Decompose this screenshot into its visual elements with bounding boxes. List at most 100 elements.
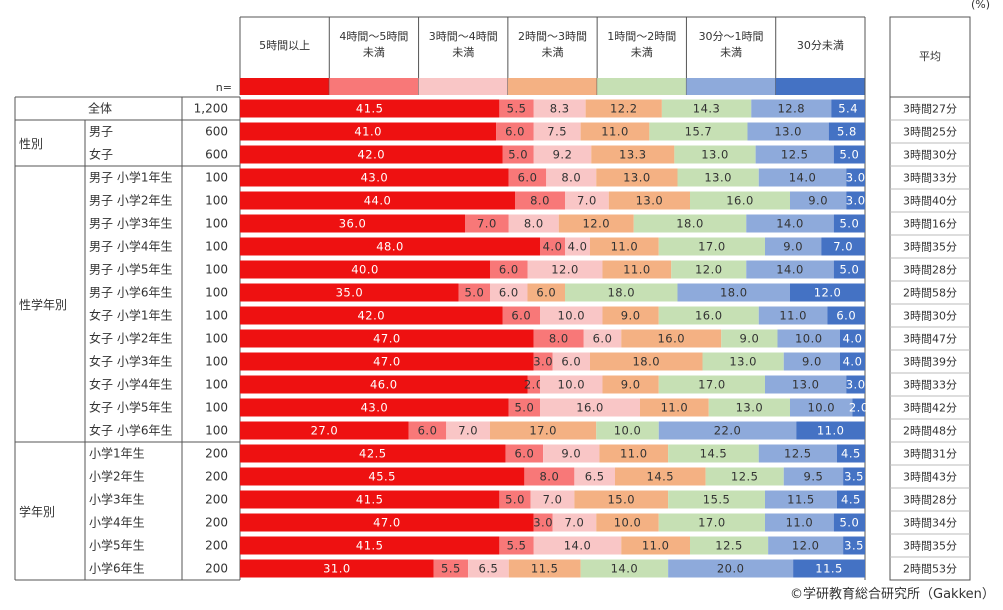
row-average: 3時間30分 — [903, 310, 957, 323]
bar-segment — [490, 421, 597, 440]
data-label: 45.5 — [368, 470, 396, 484]
row-label: 男子 — [89, 125, 113, 139]
data-label: 42.0 — [357, 148, 385, 162]
data-label: 6.0 — [536, 286, 556, 300]
data-label: 9.0 — [802, 355, 822, 369]
data-label: 13.0 — [704, 171, 732, 185]
bar-segment — [677, 283, 790, 302]
data-label: 41.0 — [354, 125, 382, 139]
data-label: 5.0 — [839, 263, 859, 277]
data-label: 20.0 — [717, 562, 745, 576]
row-label: 小学4年生 — [89, 515, 145, 530]
row-average: 3時間33分 — [903, 172, 957, 185]
data-label: 13.0 — [729, 355, 757, 369]
bar-segment — [843, 467, 865, 486]
bar-segment — [836, 490, 865, 509]
row-n: 200 — [205, 470, 228, 484]
legend-swatch — [775, 78, 865, 95]
bar-segment — [751, 99, 832, 118]
bar-segment — [540, 237, 565, 256]
row-n: 100 — [205, 286, 228, 300]
bar-segment — [240, 99, 500, 118]
bar-segment — [240, 283, 459, 302]
data-label: 7.5 — [547, 125, 567, 139]
bar-segment — [621, 536, 690, 555]
bar-segment — [596, 421, 659, 440]
data-label: 8.0 — [524, 217, 544, 231]
data-label: 35.0 — [336, 286, 364, 300]
data-label: 12.2 — [610, 102, 638, 116]
data-label: 7.0 — [458, 424, 478, 438]
bar-segment — [240, 306, 503, 325]
bar-segment — [533, 513, 553, 532]
row-average: 2時間48分 — [903, 425, 957, 438]
row-n: 100 — [205, 194, 228, 208]
legend-label: 5時間以上 — [259, 39, 310, 52]
bar-segment — [580, 122, 650, 141]
row-average: 3時間47分 — [903, 333, 957, 346]
data-label: 9.5 — [804, 470, 824, 484]
row-n: 100 — [205, 401, 228, 415]
legend-swatch — [418, 78, 508, 95]
data-label: 3.5 — [844, 539, 864, 553]
bar-segment — [240, 375, 528, 394]
bar-segment — [552, 352, 590, 371]
row-average: 2時間53分 — [903, 563, 957, 576]
row-average: 3時間30分 — [903, 149, 957, 162]
bar-segment — [690, 536, 769, 555]
bar-segment — [468, 559, 509, 578]
data-label: 2.0 — [849, 401, 869, 415]
row-label: 男子 小学4年生 — [89, 239, 172, 254]
data-label: 27.0 — [311, 424, 339, 438]
bar-segment — [661, 99, 752, 118]
data-label: 4.0 — [543, 240, 563, 254]
row-n: 100 — [205, 332, 228, 346]
bar-segment — [846, 191, 865, 210]
bar-segment — [240, 145, 503, 164]
bar-segment — [558, 214, 634, 233]
data-label: 7.0 — [833, 240, 853, 254]
data-label: 18.0 — [720, 286, 748, 300]
data-label: 6.0 — [518, 171, 538, 185]
row-average: 3時間31分 — [903, 448, 957, 461]
data-label: 14.3 — [693, 102, 721, 116]
data-label: 12.5 — [781, 148, 809, 162]
bar-segment — [502, 145, 534, 164]
bar-segment — [240, 490, 500, 509]
data-label: 11.0 — [623, 263, 651, 277]
bar-segment — [543, 444, 600, 463]
data-label: 13.0 — [792, 378, 820, 392]
bar-segment — [668, 559, 794, 578]
data-label: 18.0 — [632, 355, 660, 369]
data-label: 12.0 — [582, 217, 610, 231]
bar-segment — [533, 145, 592, 164]
data-label: 11.0 — [817, 424, 845, 438]
data-label: 5.0 — [514, 401, 534, 415]
data-label: 2.0 — [524, 378, 544, 392]
data-label: 14.0 — [776, 263, 804, 277]
data-label: 11.5 — [815, 562, 843, 576]
row-n: 100 — [205, 309, 228, 323]
data-label: 46.0 — [370, 378, 398, 392]
row-n: 100 — [205, 424, 228, 438]
data-label: 12.5 — [731, 470, 759, 484]
data-label: 13.0 — [774, 125, 802, 139]
bar-segment — [540, 375, 603, 394]
bar-segment — [621, 329, 722, 348]
bar-segment — [446, 421, 490, 440]
data-label: 17.0 — [698, 378, 726, 392]
bar-segment — [574, 490, 669, 509]
data-label: 15.7 — [685, 125, 713, 139]
group-label: 性学年別 — [19, 297, 67, 312]
bar-segment — [565, 191, 609, 210]
bar-segment — [668, 490, 765, 509]
bar-segment — [590, 352, 703, 371]
row-average: 3時間35分 — [903, 540, 957, 553]
average-column-frame — [889, 16, 971, 581]
bar-segment — [508, 214, 559, 233]
bar-segment — [833, 145, 865, 164]
bar-segment — [833, 513, 865, 532]
data-label: 5.8 — [837, 125, 857, 139]
bar-segment — [240, 421, 409, 440]
data-label: 4.5 — [841, 493, 861, 507]
